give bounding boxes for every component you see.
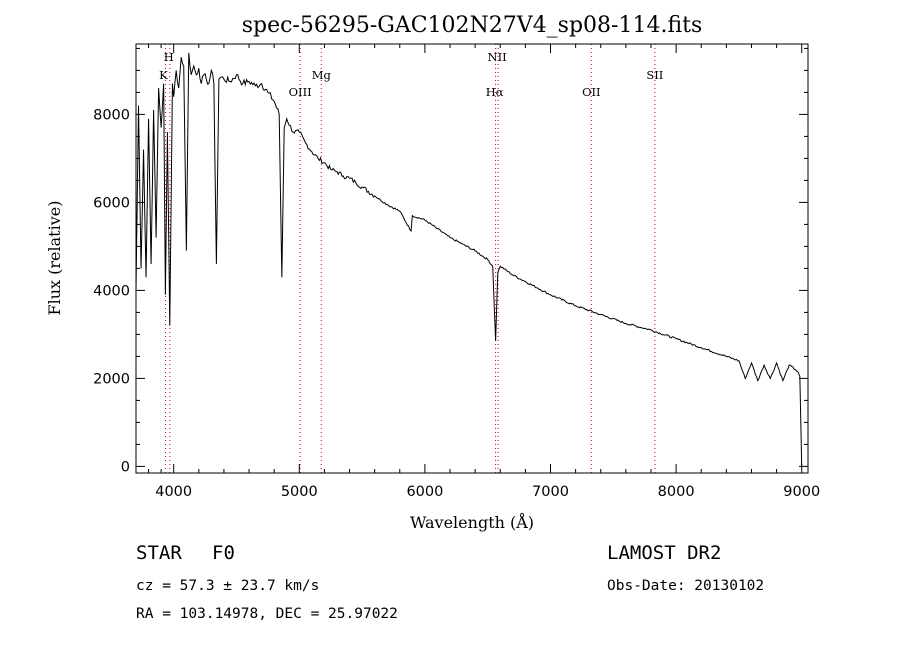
y-tick-label-2: 4000 — [93, 283, 130, 299]
x-tick-label-0: 4000 — [155, 484, 192, 500]
chart-title: spec-56295-GAC102N27V4_sp08-114.fits — [242, 13, 703, 38]
x-tick-label-4: 8000 — [658, 484, 695, 500]
x-tick-label-3: 7000 — [532, 484, 569, 500]
x-tick-label-1: 5000 — [281, 484, 318, 500]
spectrum-info: STAR F0 LAMOST DR2 cz = 57.3 ± 23.7 km/s… — [136, 542, 764, 622]
spectrum-line — [135, 52, 803, 467]
line-label-0: K — [159, 68, 168, 82]
y-tick-label-3: 6000 — [93, 195, 130, 211]
y-axis-ticks: 0 2000 4000 6000 8000 — [93, 47, 808, 475]
line-label-1: H — [164, 50, 174, 64]
line-label-5: Hα — [486, 85, 504, 99]
line-label-4: NII — [488, 50, 507, 64]
y-tick-label-1: 2000 — [93, 371, 130, 387]
line-label-2: OIII — [289, 85, 312, 99]
redshift-cz: cz = 57.3 ± 23.7 km/s — [136, 578, 319, 594]
plot-frame — [135, 43, 809, 474]
survey-name: LAMOST DR2 — [607, 542, 721, 564]
y-axis-label: Flux (relative) — [45, 201, 64, 316]
x-tick-label-5: 9000 — [783, 484, 820, 500]
object-class: STAR — [136, 542, 182, 564]
line-label-7: SII — [646, 68, 663, 82]
x-axis-ticks: 4000 5000 6000 7000 8000 9000 — [148, 44, 820, 500]
line-label-3: Mg — [312, 68, 332, 82]
x-tick-label-2: 6000 — [406, 484, 443, 500]
object-subclass: F0 — [212, 542, 235, 564]
coordinates: RA = 103.14978, DEC = 25.97022 — [136, 606, 398, 622]
x-axis-label: Wavelength (Å) — [410, 512, 534, 532]
observation-date: Obs-Date: 20130102 — [607, 578, 764, 594]
y-tick-label-0: 0 — [121, 459, 130, 475]
line-label-6: OII — [582, 85, 601, 99]
y-tick-label-4: 8000 — [93, 107, 130, 123]
spectral-line-markers — [164, 44, 656, 473]
